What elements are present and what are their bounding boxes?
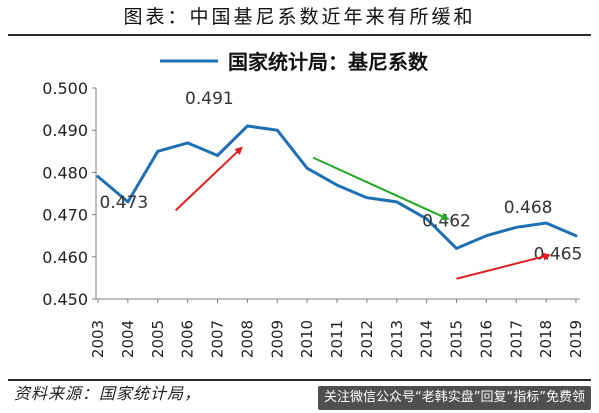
x-tick-label: 2016 [477,320,495,358]
legend-label: 国家统计局：基尼系数 [228,50,429,74]
data-label: 0.468 [504,198,553,218]
x-tick-label: 2006 [179,320,197,358]
x-tick-label: 2015 [448,320,466,358]
x-tick-label: 2011 [328,320,346,358]
source-divider [8,379,591,381]
data-label: 0.491 [185,89,234,109]
x-tick-label: 2019 [567,320,585,358]
x-tick-label: 2010 [298,320,316,358]
data-label: 0.473 [100,193,149,213]
x-tick-label: 2004 [119,320,137,358]
chart-title: 图表：中国基尼系数近年来有所缓和 [123,6,476,28]
trend-arrow [174,146,243,212]
y-tick-label: 0.490 [42,121,88,140]
y-tick-label: 0.470 [42,206,88,225]
x-tick-label: 2005 [149,320,167,358]
trend-arrow [456,252,552,280]
y-tick-label: 0.480 [42,163,88,182]
trend-arrow [312,156,450,220]
y-tick-label: 0.450 [42,290,88,309]
x-tick-label: 2013 [388,320,406,358]
title-divider [8,34,591,36]
x-tick-label: 2014 [418,320,436,358]
series-line [96,124,578,250]
line-chart: 0.450 0.460 0.470 0.480 0.490 0.500 2003 2004 20… [42,50,585,358]
x-tick-label: 2018 [537,320,555,358]
x-tick-label: 2008 [238,320,256,358]
data-label: 0.465 [534,245,583,265]
chart-area: 0.450 0.460 0.470 0.480 0.490 0.500 2003 2004 20… [0,36,599,378]
y-tick-label: 0.460 [42,248,88,267]
x-tick-label: 2003 [89,320,107,358]
source-note: 资料来源：国家统计局， [14,384,202,403]
promo-banner: 关注微信公众号“老韩实盘”回复“指标”免费领 [318,386,591,410]
x-tick-label: 2012 [358,320,376,358]
x-tick-label: 2017 [507,320,525,358]
y-tick-label: 0.500 [42,79,88,98]
data-label: 0.462 [422,211,471,231]
x-tick-label: 2007 [209,320,227,358]
x-tick-label: 2009 [268,320,286,358]
